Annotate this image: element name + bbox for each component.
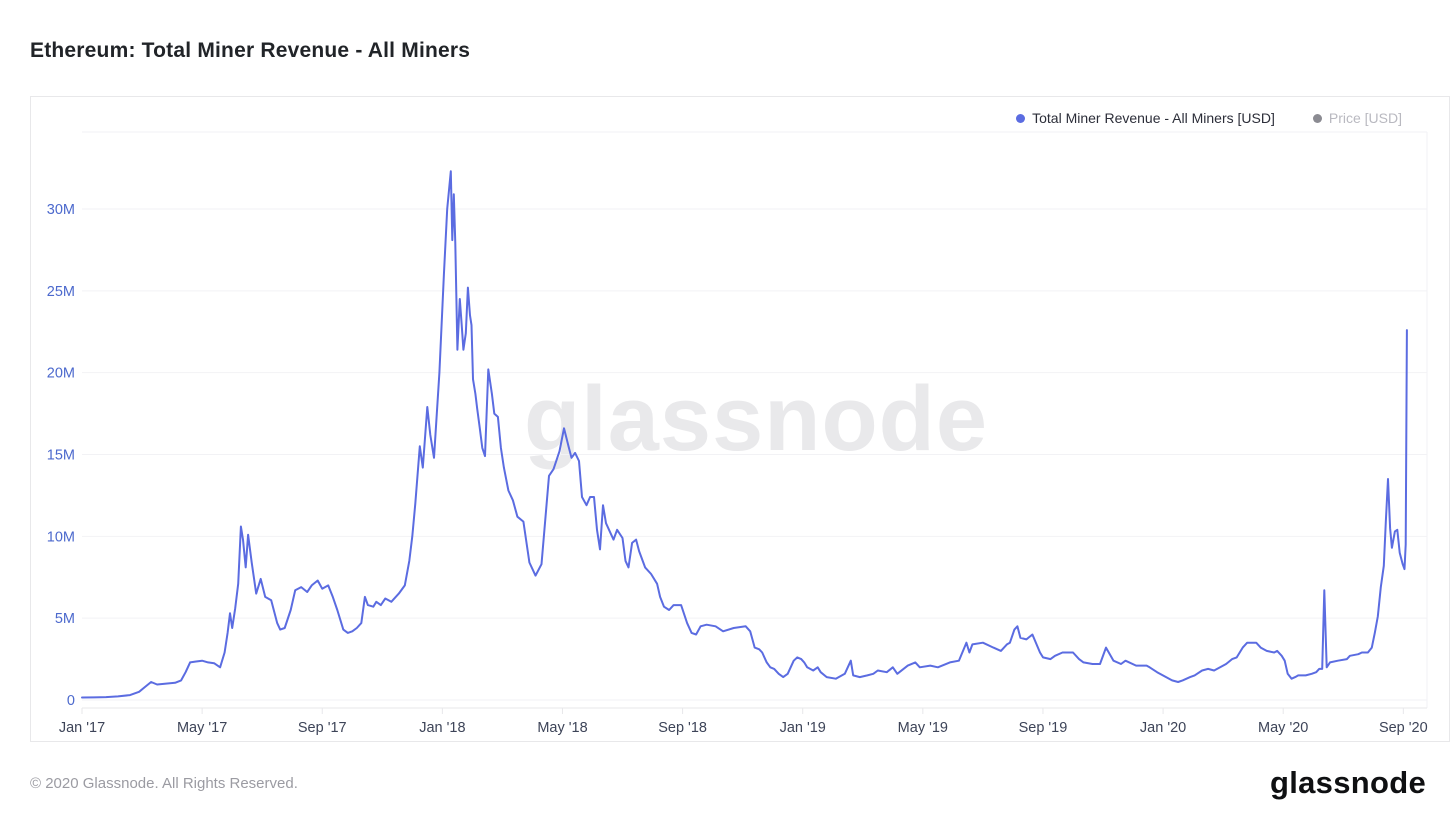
chart-card: Total Miner Revenue - All Miners [USD] P… xyxy=(30,96,1450,742)
y-axis-label: 30M xyxy=(47,202,75,218)
legend-dot-price-icon xyxy=(1312,113,1322,123)
chart-legend: Total Miner Revenue - All Miners [USD] P… xyxy=(1016,110,1402,126)
x-axis-label: May '19 xyxy=(898,720,948,736)
x-axis-label: Sep '17 xyxy=(298,720,347,736)
x-axis-label: Sep '18 xyxy=(658,720,707,736)
x-axis-label: Sep '19 xyxy=(1019,720,1068,736)
legend-dot-revenue-icon xyxy=(1016,113,1026,123)
legend-item-revenue[interactable]: Total Miner Revenue - All Miners [USD] xyxy=(1016,110,1275,126)
legend-item-price[interactable]: Price [USD] xyxy=(1312,110,1402,126)
plot-area[interactable]: glassnode 0 5M 10M 15M 20M 25M 30M Jan '17 May '… xyxy=(31,97,1449,741)
x-axis-label: May '18 xyxy=(537,720,587,736)
legend-label-price: Price [USD] xyxy=(1328,110,1402,126)
x-axis-label: May '20 xyxy=(1258,720,1308,736)
legend-label-revenue: Total Miner Revenue - All Miners [USD] xyxy=(1032,110,1275,126)
y-axis-label: 5M xyxy=(55,611,75,627)
y-axis-label: 0 xyxy=(67,693,75,709)
glassnode-logo: glassnode xyxy=(1269,765,1426,800)
plot-svg: 0 5M 10M 15M 20M 25M 30M Jan '17 May '17 Sep '17 J… xyxy=(47,131,1428,736)
x-axis-label: May '17 xyxy=(177,720,227,736)
footer: © 2020 Glassnode. All Rights Reserved. g… xyxy=(30,760,1426,806)
x-axis-label: Jan '18 xyxy=(419,720,465,736)
copyright-text: © 2020 Glassnode. All Rights Reserved. xyxy=(30,774,298,792)
revenue-line xyxy=(81,170,1408,699)
y-axis-label: 15M xyxy=(47,447,75,463)
x-axis-label: Jan '20 xyxy=(1140,720,1186,736)
y-axis-label: 20M xyxy=(47,366,75,382)
page-title: Ethereum: Total Miner Revenue - All Mine… xyxy=(30,39,471,62)
x-axis-label: Jan '17 xyxy=(59,720,105,736)
y-axis-label: 10M xyxy=(47,529,75,545)
x-axis-label: Jan '19 xyxy=(780,720,826,736)
x-axis-label: Sep '20 xyxy=(1379,720,1428,736)
y-axis-label: 25M xyxy=(47,284,75,300)
